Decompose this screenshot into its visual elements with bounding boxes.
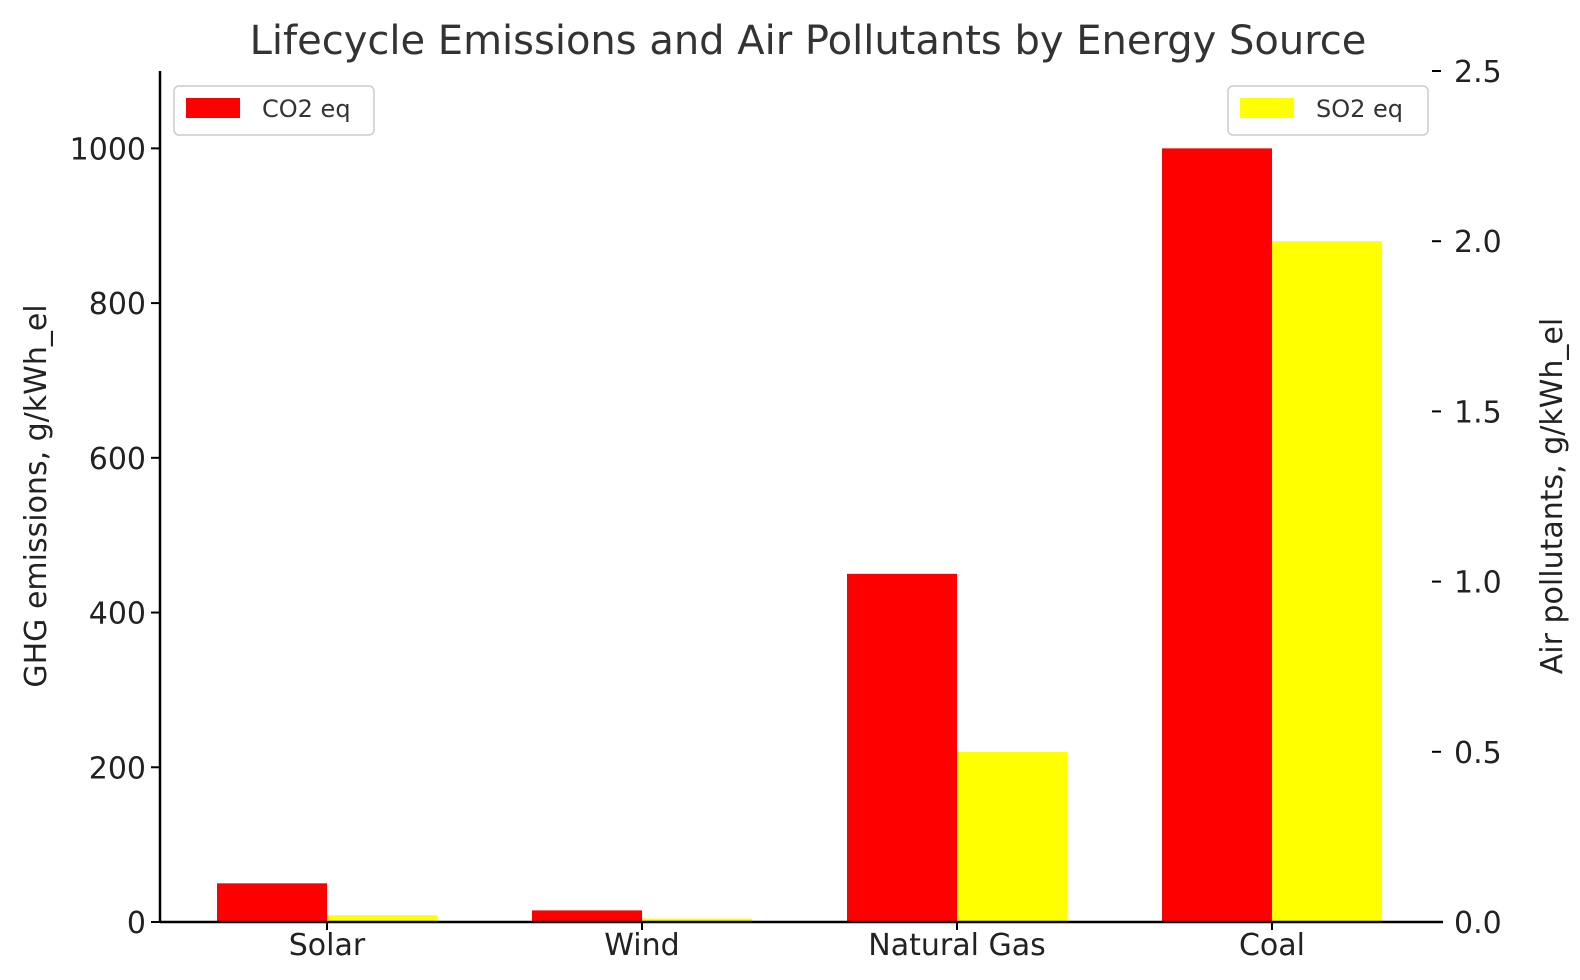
y-tick-label-left: 200: [89, 751, 146, 786]
bar-co2-wind: [532, 910, 642, 922]
y-tick-label-left: 800: [89, 287, 146, 322]
right-ticks-group: 0.0 0.5 1.0 1.5 2.0 2.5: [1432, 55, 1502, 941]
legend-so2-swatch: [1240, 98, 1294, 118]
bar-so2-natural-gas: [957, 751, 1067, 922]
bar-co2-coal: [1162, 148, 1272, 922]
y-tick-label-left: 1000: [70, 132, 146, 167]
y-tick-label-right: 0.0: [1454, 906, 1502, 941]
y-axis-label-right: Air pollutants, g/kWh_el: [1535, 318, 1570, 674]
x-ticks-group: Solar Wind Natural Gas Coal: [289, 922, 1305, 963]
y-tick-label-left: 0: [127, 906, 146, 941]
legend-so2: SO2 eq: [1227, 85, 1429, 136]
bars-group: [217, 148, 1382, 922]
y-tick-label-right: 1.5: [1454, 395, 1502, 430]
bar-co2-natural-gas: [847, 573, 957, 922]
y-axis-label-left: GHG emissions, g/kWh_el: [19, 304, 54, 687]
x-tick-label: Solar: [289, 928, 366, 963]
y-tick-label-left: 600: [89, 442, 146, 477]
x-tick-label: Wind: [604, 928, 679, 963]
bar-so2-wind: [642, 918, 752, 922]
x-tick-label: Natural Gas: [868, 928, 1045, 963]
y-tick-label-right: 1.0: [1454, 566, 1502, 601]
bar-co2-solar: [217, 883, 327, 922]
x-tick-label: Coal: [1239, 928, 1305, 963]
bar-so2-solar: [327, 915, 437, 922]
legend-co2-label: CO2 eq: [262, 95, 351, 123]
chart-title: Lifecycle Emissions and Air Pollutants b…: [250, 18, 1367, 64]
legend-co2-swatch: [186, 98, 240, 118]
legend-so2-label: SO2 eq: [1316, 95, 1403, 123]
left-ticks-group: 0 200 400 600 800 1000: [70, 132, 160, 941]
y-tick-label-right: 0.5: [1454, 736, 1502, 771]
y-tick-label-right: 2.5: [1454, 55, 1502, 90]
legend-co2: CO2 eq: [173, 85, 375, 136]
bar-so2-coal: [1272, 241, 1382, 922]
y-tick-label-left: 400: [89, 597, 146, 632]
y-tick-label-right: 2.0: [1454, 225, 1502, 260]
